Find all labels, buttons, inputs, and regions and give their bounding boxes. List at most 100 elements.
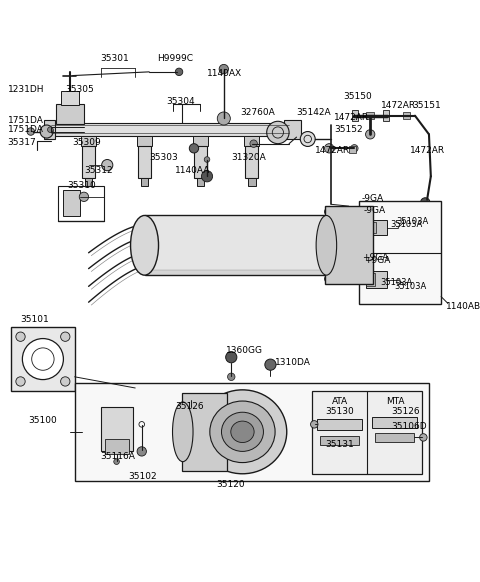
Circle shape — [27, 128, 35, 135]
Bar — [320, 435, 359, 445]
Circle shape — [48, 127, 53, 133]
Text: 35106D: 35106D — [391, 422, 427, 431]
Bar — [352, 110, 358, 121]
Text: 35301: 35301 — [101, 54, 130, 63]
Circle shape — [60, 332, 70, 342]
Bar — [367, 271, 387, 288]
Bar — [82, 146, 95, 178]
Circle shape — [189, 144, 199, 153]
Ellipse shape — [221, 412, 264, 452]
Text: 1472AR: 1472AR — [381, 101, 416, 110]
Bar — [244, 136, 259, 146]
Text: 1140AA: 1140AA — [175, 166, 211, 175]
Text: 35309: 35309 — [73, 139, 101, 147]
Circle shape — [188, 396, 194, 402]
Bar — [349, 146, 356, 153]
Text: 35126: 35126 — [391, 407, 420, 416]
Circle shape — [79, 192, 89, 201]
Text: 35103A: 35103A — [396, 218, 429, 226]
Text: ATA: ATA — [332, 398, 348, 406]
Bar — [317, 419, 362, 430]
Circle shape — [267, 121, 289, 144]
Circle shape — [324, 208, 332, 215]
Bar — [368, 220, 387, 235]
Text: 1751DA: 1751DA — [8, 125, 43, 134]
Ellipse shape — [131, 215, 158, 275]
Text: 1751DA: 1751DA — [8, 116, 43, 125]
Circle shape — [420, 434, 427, 441]
Bar — [60, 91, 79, 105]
Text: 35116A: 35116A — [101, 452, 135, 460]
Text: 1472AR: 1472AR — [410, 146, 445, 155]
Circle shape — [40, 125, 53, 138]
Circle shape — [175, 68, 183, 76]
Circle shape — [102, 159, 113, 171]
Text: 35152: 35152 — [334, 125, 362, 134]
Bar — [44, 120, 55, 139]
Circle shape — [16, 332, 25, 342]
Circle shape — [219, 65, 228, 74]
Text: 35102: 35102 — [129, 472, 157, 481]
Circle shape — [265, 359, 276, 370]
Text: 35304: 35304 — [166, 97, 194, 106]
Bar — [85, 178, 92, 186]
Circle shape — [366, 130, 375, 139]
Text: 35151: 35151 — [412, 101, 441, 110]
Bar — [324, 206, 373, 285]
Bar — [375, 433, 414, 442]
Text: 1140AX: 1140AX — [207, 69, 242, 78]
Bar — [11, 327, 74, 391]
Text: +9GA: +9GA — [364, 255, 390, 265]
Text: 35142A: 35142A — [297, 108, 331, 118]
Circle shape — [332, 229, 366, 262]
Text: 35150: 35150 — [343, 91, 372, 101]
Bar — [141, 178, 148, 186]
Bar — [193, 136, 208, 146]
Circle shape — [420, 198, 430, 207]
Ellipse shape — [172, 402, 193, 462]
Bar — [359, 201, 441, 304]
Bar — [245, 146, 258, 178]
Text: 1310DA: 1310DA — [275, 359, 311, 367]
Bar — [383, 110, 389, 121]
Text: 1472AR: 1472AR — [334, 113, 369, 122]
Circle shape — [23, 339, 63, 379]
Text: 35305: 35305 — [65, 85, 94, 94]
Circle shape — [228, 373, 235, 381]
Text: 35103A: 35103A — [390, 221, 422, 229]
Text: 1231DH: 1231DH — [8, 85, 44, 94]
Circle shape — [204, 157, 210, 162]
Bar — [138, 146, 151, 178]
Text: 35101: 35101 — [21, 315, 49, 324]
Text: 35131: 35131 — [325, 441, 354, 449]
Circle shape — [60, 377, 70, 386]
Text: -9GA: -9GA — [364, 206, 386, 215]
Text: 35103A: 35103A — [381, 278, 413, 287]
Circle shape — [324, 275, 332, 283]
Circle shape — [217, 112, 230, 125]
Bar — [194, 146, 207, 178]
Text: 35120: 35120 — [216, 480, 245, 488]
Text: 35130: 35130 — [325, 407, 354, 416]
Bar — [285, 120, 301, 139]
Text: MTA: MTA — [385, 398, 404, 406]
Bar — [248, 178, 255, 186]
Text: 31320A: 31320A — [231, 153, 266, 162]
Bar — [58, 186, 105, 221]
Ellipse shape — [316, 215, 336, 275]
Circle shape — [324, 144, 334, 153]
Circle shape — [226, 352, 237, 363]
Circle shape — [114, 459, 120, 464]
Bar — [51, 123, 289, 136]
Bar — [367, 112, 374, 119]
Text: 35103A: 35103A — [395, 282, 427, 291]
Text: 1140AB: 1140AB — [446, 303, 480, 311]
Bar — [81, 136, 96, 146]
Circle shape — [250, 140, 257, 147]
Text: 35310: 35310 — [67, 181, 96, 190]
Text: +9GA: +9GA — [362, 253, 388, 262]
Ellipse shape — [210, 401, 275, 463]
Text: 32760A: 32760A — [240, 108, 276, 118]
Text: H9999C: H9999C — [156, 54, 192, 63]
Bar — [403, 112, 410, 119]
